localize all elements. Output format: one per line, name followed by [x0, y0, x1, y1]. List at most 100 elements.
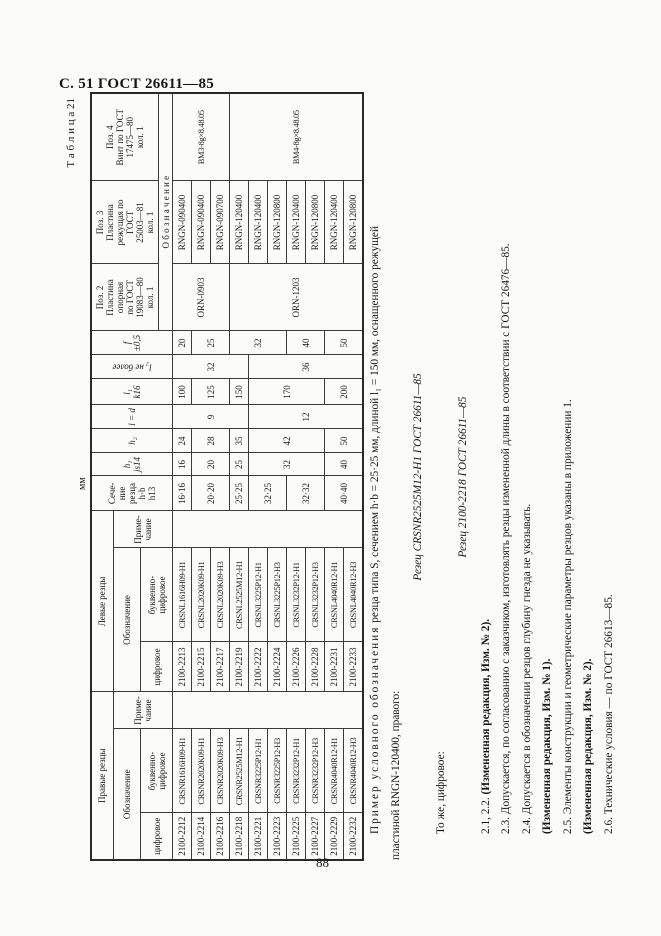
table-cell: 24	[172, 428, 192, 453]
example-lead-text: Пример условного обозначения	[369, 625, 381, 834]
table-cell: CRSNL2020K09-H1	[191, 547, 211, 642]
same-digital-line: То же, цифровое:	[434, 751, 447, 834]
clause-2-4: 2.4. Допускается в обозначении резцов гл…	[520, 503, 533, 834]
table-cell: CRSNL4040R12-H3	[343, 547, 364, 642]
table-cell: 2100-2226	[286, 641, 306, 692]
table-cell: CRSNR4040R12-H1	[324, 729, 344, 813]
paragraph-block: Пример условного обозначения резца типа …	[365, 94, 619, 860]
header-left-cutters: Левые резцы	[91, 510, 114, 692]
table-cell: 2100-2232	[343, 813, 364, 860]
table-cell: 32	[229, 330, 287, 355]
units-label: мм	[77, 477, 88, 490]
header-note-left: Приме- чание	[113, 510, 173, 548]
header-alnum-right: буквенно- цифровое	[140, 729, 173, 813]
table-cell: CRSNR2020K09-H1	[191, 729, 211, 813]
page-number: 88	[316, 855, 329, 870]
table-cell: 2100-2217	[210, 641, 230, 692]
table-cell: 25	[229, 452, 249, 476]
table-cell: 200	[324, 378, 364, 405]
table-cell: 20	[172, 330, 192, 355]
table-cell: ORN-0903	[172, 263, 230, 331]
table-cell: 2100-2224	[267, 641, 287, 692]
table-cell: CRSNL4040R12-H1	[324, 547, 344, 642]
header-h2: h₂	[91, 428, 173, 453]
clause-prefix: 2.1, 2.2.	[479, 794, 492, 834]
table-cell: RNGN-120400	[286, 180, 306, 264]
table-cell: CRSNR3232P12-H3	[305, 729, 325, 813]
table-cell: 2100-2212	[172, 813, 192, 860]
header-h1: h₁ js14	[91, 452, 173, 476]
table-cell: 42	[248, 428, 325, 453]
header-l2-max: l₂ не более	[91, 354, 173, 379]
table-cell: 25·25	[229, 475, 249, 511]
table-cell: RNGN-120400	[248, 180, 268, 264]
table-cell: CRSNR2020K09-H3	[210, 729, 230, 813]
table-cell: 170	[248, 378, 325, 405]
table-cell: 25	[191, 330, 230, 355]
header-note-right: Приме- чание	[113, 691, 173, 729]
example-line2: пластиной RNGN-120400, правого:	[389, 690, 402, 860]
table-cell: 35	[229, 428, 249, 453]
table-cell: 32·32	[286, 475, 325, 511]
table-cell: 28	[191, 428, 230, 453]
table-cell: 16	[172, 452, 192, 476]
amendment-note-2: (Измененная редакция, Изм. № 2).	[582, 658, 594, 834]
table-cell: CRSNL3225P12-H3	[267, 547, 287, 642]
table-cell: 32·25	[248, 475, 287, 511]
table-cell: 32	[172, 354, 249, 379]
table-cell: 2100-2213	[172, 641, 192, 692]
table-cell: ORN-1203	[229, 263, 364, 331]
table-cell: RNGN-120800	[343, 180, 364, 264]
table-cell: 100	[172, 378, 192, 405]
header-designation-right: Обозначение	[113, 729, 141, 860]
table-cell: CRSNR3225P12-H3	[267, 729, 287, 813]
table-cell: ВМ4-8g×8.48.05	[229, 92, 364, 181]
table-cell: CRSNL2525M12-H1	[229, 547, 249, 642]
header-l-equals-d: l = d	[91, 404, 173, 429]
clause-2-6: 2.6. Технические условия — по ГОСТ 26613…	[602, 594, 615, 834]
table-cell: 32	[248, 452, 325, 476]
table-cell: 40	[286, 330, 325, 355]
table-cell: 40·40	[324, 475, 364, 511]
header-l1: l₁ k16	[91, 378, 173, 405]
table-cell: 50	[324, 428, 364, 453]
table-cell: 2100-2215	[191, 641, 211, 692]
table-cell: 2100-2225	[286, 813, 306, 860]
table-cell: 2100-2231	[324, 641, 344, 692]
table-cell: RNGN-120400	[324, 180, 344, 264]
table-cell: 20·20	[191, 475, 230, 511]
header-designation-left: Обозначение	[113, 547, 141, 692]
example-rest-text: резца типа S, сечением h·b = 25·25 мм, д…	[369, 226, 381, 626]
table-cell: 12	[248, 404, 364, 429]
header-right-cutters: Правые резцы	[91, 691, 114, 860]
designation-alnum-line: Резец CRSNR2525M12-H1 ГОСТ 26611—85	[412, 373, 424, 581]
table-cell: 2100-2228	[305, 641, 325, 692]
example-designation-line: Пример условного обозначения резца типа …	[365, 94, 386, 860]
table-cell: RNGN-090700	[210, 180, 230, 264]
note-left-empty	[172, 510, 364, 548]
cutters-table: Правые резцы Левые резцы Сече- ние резца…	[90, 91, 365, 861]
table-cell: 9	[172, 404, 249, 429]
table-cell: CRSNR3225P12-H1	[248, 729, 268, 813]
clause-2-1-2-2: 2.1, 2.2. (Измененная редакция, Изм. № 2…	[476, 94, 497, 860]
table-cell: 2100-2227	[305, 813, 325, 860]
table-cell: 2100-2222	[248, 641, 268, 692]
table-cell: ВМ3-8g×8.48.05	[172, 92, 230, 181]
table-cell: CRSNL3225P12-H1	[248, 547, 268, 642]
table-cell: CRSNR3232P12-H1	[286, 729, 306, 813]
header-alnum-left: буквенно- цифровое	[140, 547, 173, 642]
designation-digital-line: Резец 2100-2218 ГОСТ 26611—85	[457, 396, 469, 558]
header-digital-left: цифровое	[140, 641, 173, 692]
table-cell: 2100-2214	[191, 813, 211, 860]
table-cell: 2100-2221	[248, 813, 268, 860]
table-cell: 16·16	[172, 475, 192, 511]
table-cell: RNGN-090400	[191, 180, 211, 264]
table-cell: 2100-2233	[343, 641, 364, 692]
table-cell: CRSNL2020K09-H3	[210, 547, 230, 642]
header-f: f ±0,5	[91, 330, 173, 355]
header-l2-rotated-text: l₂ не более	[112, 361, 152, 372]
table-cell: RNGN-090400	[172, 180, 192, 264]
page-header: С. 51 ГОСТ 26611—85	[59, 76, 215, 92]
header-pos4-screw: Поз. 4 Винт по ГОСТ 17475—80 кол. 1	[91, 92, 159, 181]
